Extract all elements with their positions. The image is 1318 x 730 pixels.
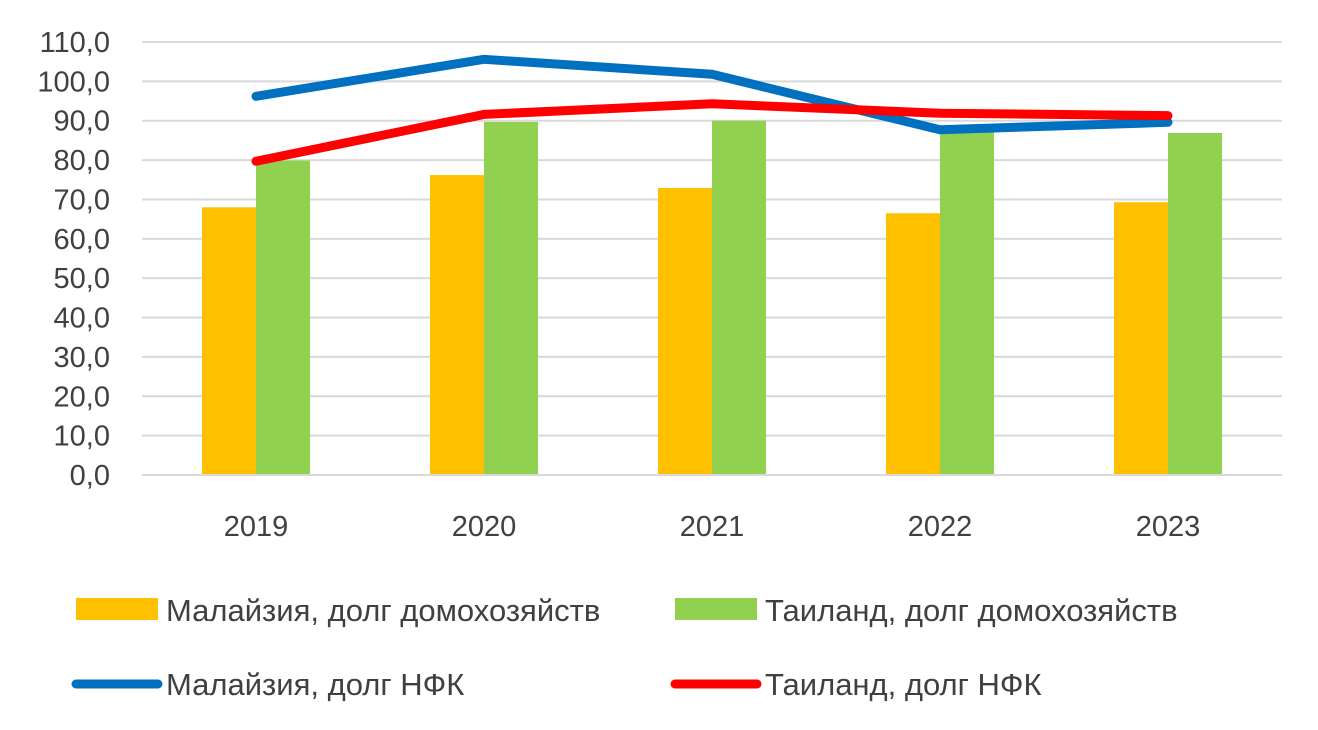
y-tick-label: 10,0 xyxy=(54,421,110,453)
x-tick-label: 2023 xyxy=(1136,511,1201,543)
legend-swatch-series-0 xyxy=(76,598,158,620)
bar-series-1-2019 xyxy=(256,160,310,475)
legend-label-series-2: Малайзия, долг НФК xyxy=(166,667,464,702)
x-tick-label: 2019 xyxy=(224,511,289,543)
series-lines xyxy=(251,54,1173,166)
y-tick-label: 70,0 xyxy=(54,184,110,216)
legend-label-series-1: Таиланд, долг домохозяйств xyxy=(765,593,1178,628)
y-tick-label: 100,0 xyxy=(37,66,110,98)
line-series-2 xyxy=(251,54,1173,135)
bar-series-0-2019 xyxy=(202,207,256,475)
y-tick-label: 20,0 xyxy=(54,381,110,413)
bar-series-1-2022 xyxy=(940,130,994,475)
bar-series-0-2022 xyxy=(886,213,940,475)
x-tick-label: 2020 xyxy=(452,511,517,543)
y-tick-label: 40,0 xyxy=(54,303,110,335)
y-tick-label: 90,0 xyxy=(54,106,110,138)
legend-swatch-series-1 xyxy=(675,598,757,620)
y-tick-label: 60,0 xyxy=(54,224,110,256)
y-tick-label: 50,0 xyxy=(54,263,110,295)
bar-series-1-2023 xyxy=(1168,132,1222,475)
legend-label-series-0: Малайзия, долг домохозяйств xyxy=(166,593,600,628)
legend-label-series-3: Таиланд, долг НФК xyxy=(765,667,1042,702)
bar-series-0-2021 xyxy=(658,188,712,475)
y-tick-label: 80,0 xyxy=(54,145,110,177)
bar-series-1-2021 xyxy=(712,120,766,476)
y-tick-label: 30,0 xyxy=(54,342,110,374)
bar-series-1-2020 xyxy=(484,121,538,476)
bar-series-0-2020 xyxy=(430,175,484,476)
bar-series-0-2023 xyxy=(1114,202,1168,475)
legend: Малайзия, долг домохозяйств Таиланд, дол… xyxy=(71,593,1178,702)
x-tick-label: 2021 xyxy=(680,511,745,543)
x-tick-label: 2022 xyxy=(908,511,973,543)
y-tick-label: 110,0 xyxy=(40,27,110,59)
y-axis-ticks: 0,0 10,0 20,0 30,0 40,0 50,0 60,0 70,0 80,0 90,0 1… xyxy=(37,27,110,492)
y-tick-label: 0,0 xyxy=(70,460,110,492)
x-axis-ticks: 2019 2020 2021 2022 2023 xyxy=(224,511,1201,543)
bars xyxy=(202,120,1222,476)
